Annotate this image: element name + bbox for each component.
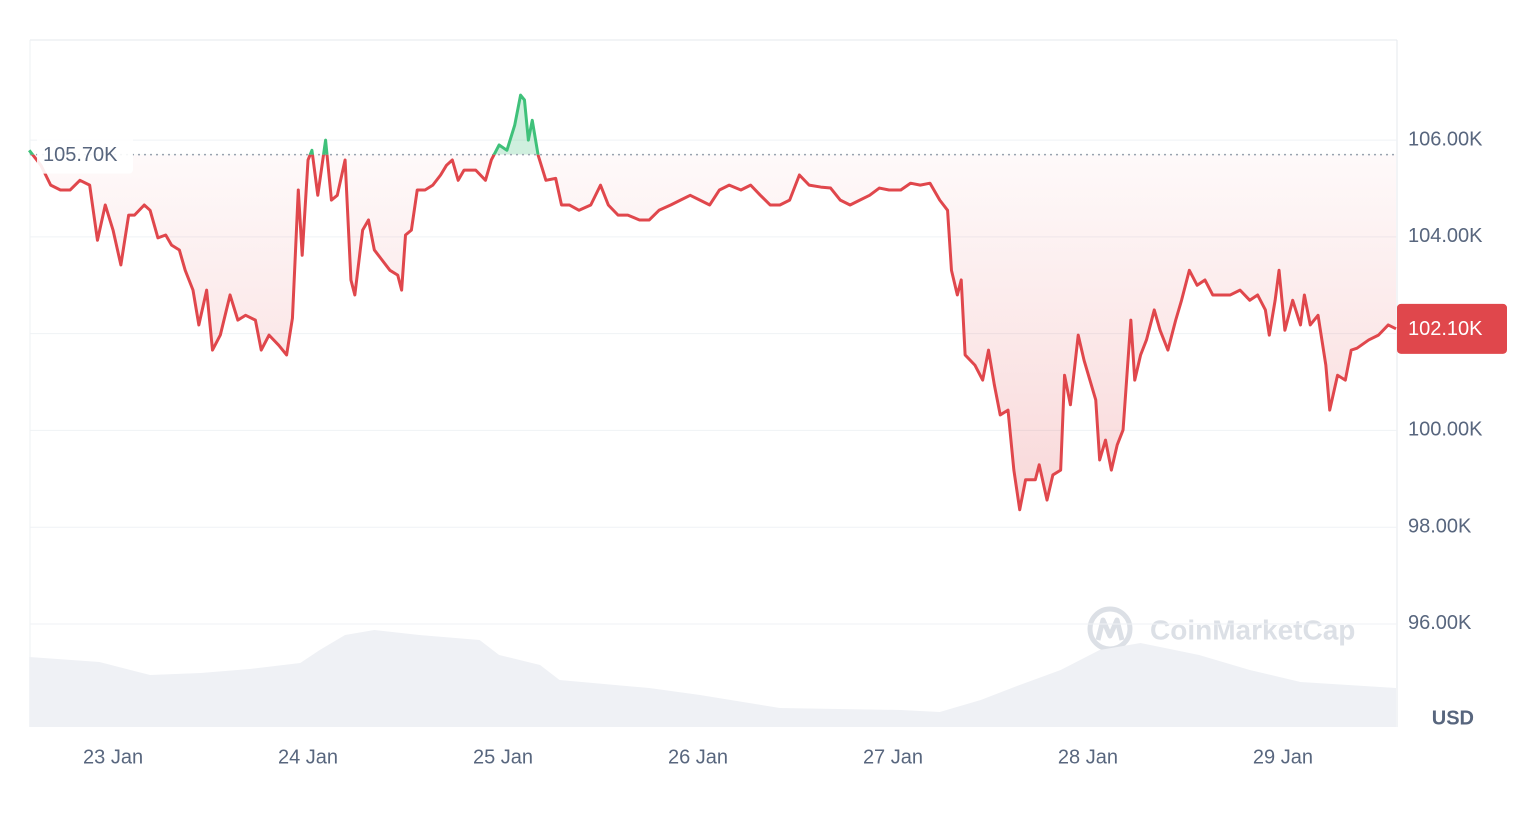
last-price-label: 102.10K — [1408, 318, 1483, 340]
watermark-text: CoinMarketCap — [1150, 614, 1355, 645]
y-tick-label: 100.00K — [1408, 419, 1483, 441]
x-tick-label: 28 Jan — [1058, 746, 1118, 768]
currency-label: USD — [1432, 707, 1474, 729]
x-tick-label: 29 Jan — [1253, 746, 1313, 768]
price-line-down — [30, 154, 1397, 512]
x-tick-label: 27 Jan — [863, 746, 923, 768]
reference-label: 105.70K — [43, 144, 118, 166]
y-tick-label: 104.00K — [1408, 225, 1483, 247]
y-tick-label: 106.00K — [1408, 128, 1483, 150]
y-tick-label: 96.00K — [1408, 612, 1472, 634]
x-tick-label: 24 Jan — [278, 746, 338, 768]
reference-label-bg — [37, 135, 133, 174]
x-tick-label: 23 Jan — [83, 746, 143, 768]
x-tick-label: 25 Jan — [473, 746, 533, 768]
watermark: CoinMarketCap — [1087, 606, 1355, 652]
area-below-reference — [32, 154, 1397, 510]
y-tick-label: 98.00K — [1408, 515, 1472, 537]
x-tick-label: 26 Jan — [668, 746, 728, 768]
volume-area — [29, 630, 1397, 727]
last-price-badge — [1397, 303, 1507, 354]
